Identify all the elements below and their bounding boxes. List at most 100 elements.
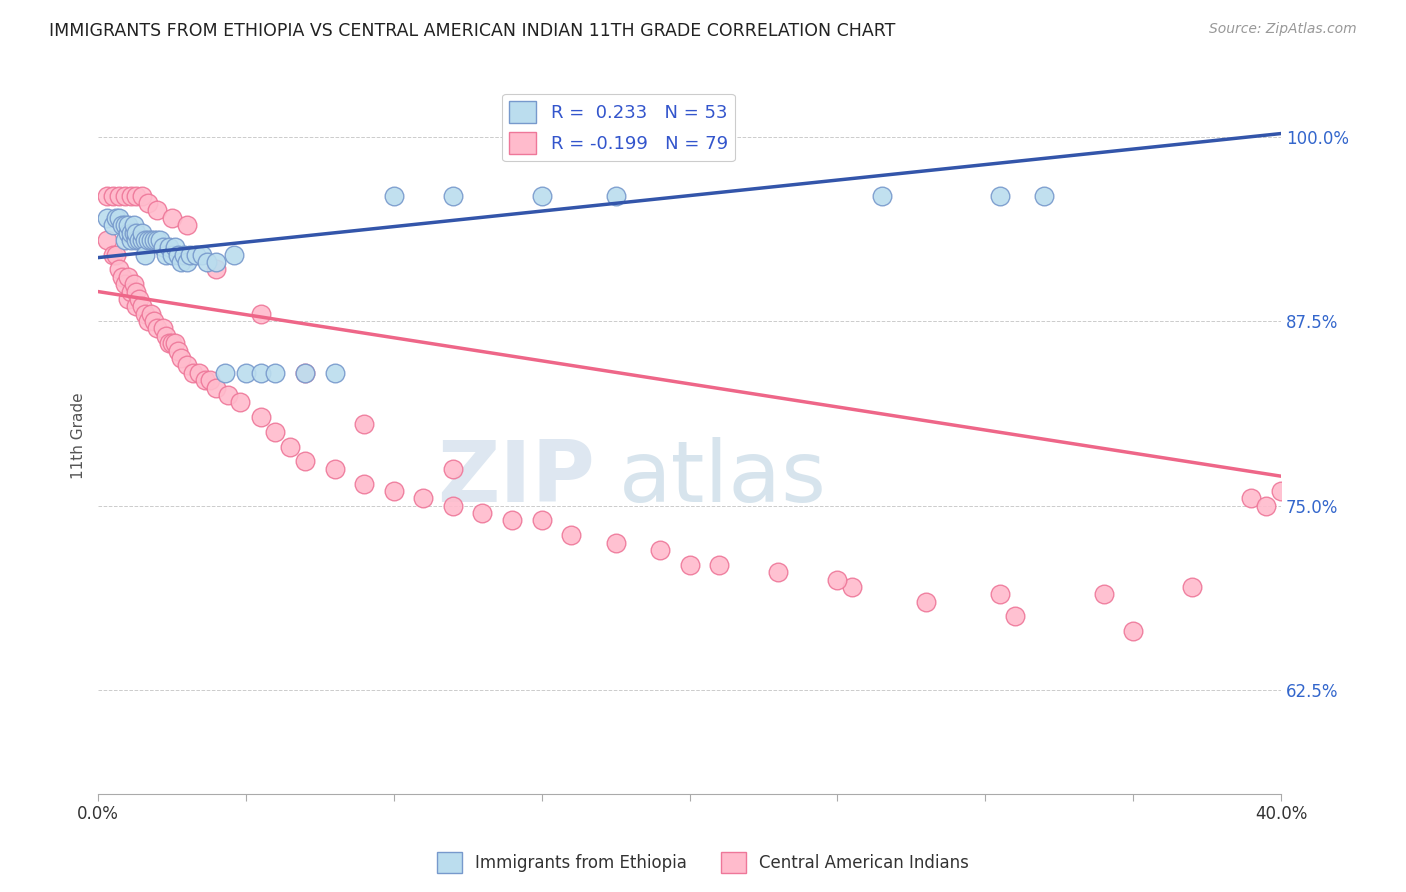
Point [143, 314, 166, 328]
Point [235, 366, 257, 380]
Point [870, 188, 893, 202]
Point [111, 218, 134, 232]
Point [146, 233, 169, 247]
Point [143, 233, 166, 247]
Point [107, 188, 129, 202]
Point [205, 255, 228, 269]
Point [120, 233, 142, 247]
Point [264, 366, 287, 380]
Point [353, 476, 375, 491]
Point [131, 226, 153, 240]
Point [1033, 188, 1056, 202]
Point [146, 203, 169, 218]
Legend: Immigrants from Ethiopia, Central American Indians: Immigrants from Ethiopia, Central Americ… [430, 846, 976, 880]
Point [131, 233, 153, 247]
Y-axis label: 11th Grade: 11th Grade [72, 392, 86, 479]
Point [157, 240, 180, 254]
Point [149, 233, 172, 247]
Point [1181, 580, 1204, 594]
Point [1004, 609, 1026, 624]
Point [128, 233, 150, 247]
Point [136, 196, 159, 211]
Point [134, 233, 156, 247]
Point [155, 247, 177, 261]
Point [120, 285, 142, 299]
Point [101, 188, 124, 202]
Point [193, 373, 215, 387]
Point [323, 366, 346, 380]
Point [249, 307, 271, 321]
Point [170, 351, 193, 365]
Point [766, 565, 789, 579]
Point [176, 218, 198, 232]
Point [1256, 499, 1278, 513]
Point [184, 247, 207, 261]
Point [117, 269, 139, 284]
Point [1270, 483, 1292, 498]
Point [163, 336, 186, 351]
Point [190, 247, 212, 261]
Point [187, 366, 209, 380]
Point [441, 499, 464, 513]
Point [471, 506, 494, 520]
Point [114, 188, 136, 202]
Point [128, 292, 150, 306]
Point [122, 277, 145, 292]
Point [181, 366, 204, 380]
Point [134, 247, 156, 261]
Point [827, 573, 849, 587]
Point [294, 454, 316, 468]
Point [117, 226, 139, 240]
Point [104, 211, 127, 225]
Point [160, 336, 183, 351]
Point [160, 211, 183, 225]
Point [648, 543, 671, 558]
Point [1122, 624, 1144, 639]
Point [214, 366, 236, 380]
Point [205, 262, 228, 277]
Point [249, 410, 271, 425]
Point [125, 188, 148, 202]
Point [382, 483, 405, 498]
Point [117, 218, 139, 232]
Point [120, 226, 142, 240]
Point [353, 417, 375, 432]
Point [114, 233, 136, 247]
Legend: R =  0.233   N = 53, R = -0.199   N = 79: R = 0.233 N = 53, R = -0.199 N = 79 [502, 94, 735, 161]
Text: IMMIGRANTS FROM ETHIOPIA VS CENTRAL AMERICAN INDIAN 11TH GRADE CORRELATION CHART: IMMIGRANTS FROM ETHIOPIA VS CENTRAL AMER… [49, 22, 896, 40]
Point [152, 321, 174, 335]
Point [101, 247, 124, 261]
Point [841, 580, 863, 594]
Point [136, 233, 159, 247]
Point [167, 247, 190, 261]
Point [707, 558, 730, 572]
Point [179, 247, 201, 261]
Point [107, 211, 129, 225]
Point [157, 336, 180, 351]
Point [1240, 491, 1263, 506]
Point [173, 247, 195, 261]
Point [197, 255, 219, 269]
Point [294, 366, 316, 380]
Point [200, 373, 222, 387]
Point [170, 255, 193, 269]
Text: atlas: atlas [619, 437, 827, 520]
Point [412, 491, 434, 506]
Point [114, 277, 136, 292]
Point [382, 188, 405, 202]
Point [605, 535, 627, 549]
Point [96, 233, 118, 247]
Point [264, 425, 287, 439]
Point [122, 218, 145, 232]
Point [120, 188, 142, 202]
Point [441, 462, 464, 476]
Point [278, 440, 301, 454]
Point [441, 188, 464, 202]
Point [915, 595, 938, 609]
Point [678, 558, 700, 572]
Point [125, 226, 148, 240]
Point [1092, 587, 1115, 601]
Point [163, 240, 186, 254]
Point [146, 321, 169, 335]
Point [114, 218, 136, 232]
